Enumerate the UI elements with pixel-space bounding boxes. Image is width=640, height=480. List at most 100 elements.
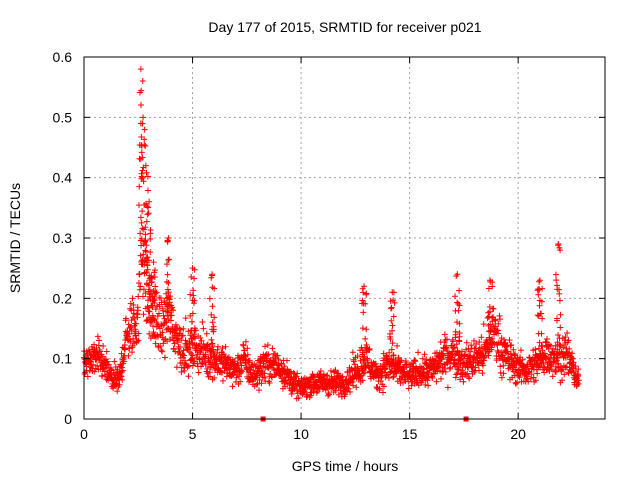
data-point: [383, 352, 390, 359]
data-point: [389, 374, 396, 381]
data-point: [556, 290, 563, 297]
data-point: [310, 373, 317, 380]
data-point: [452, 334, 459, 341]
y-tick-label: 0.5: [53, 109, 73, 125]
data-point: [540, 359, 547, 366]
data-point: [543, 339, 550, 346]
data-point: [135, 330, 142, 337]
y-tick-label: 0.6: [53, 49, 73, 65]
data-point: [145, 204, 152, 211]
data-point: [123, 315, 130, 322]
data-point: [137, 230, 144, 237]
data-point: [185, 328, 192, 335]
data-point: [91, 368, 98, 375]
data-point: [366, 345, 373, 352]
data-point: [190, 287, 197, 294]
data-point: [156, 303, 163, 310]
data-point: [456, 329, 463, 336]
data-point: [402, 357, 409, 364]
data-point: [151, 297, 158, 304]
data-point: [359, 377, 366, 384]
data-point: [158, 347, 165, 354]
data-point: [82, 369, 89, 376]
data-point: [493, 357, 500, 364]
data-point: [287, 368, 294, 375]
y-tick-label: 0.4: [53, 170, 73, 186]
data-point: [393, 370, 400, 377]
y-tick-label: 0: [64, 411, 72, 427]
data-point: [485, 352, 492, 359]
data-point: [136, 183, 143, 190]
data-point: [396, 363, 403, 370]
data-point: [240, 342, 247, 349]
data-point: [153, 289, 160, 296]
data-point: [84, 373, 91, 380]
data-point: [119, 356, 126, 363]
data-point: [317, 368, 324, 375]
data-point: [486, 304, 493, 311]
data-point: [182, 315, 189, 322]
data-point: [144, 187, 151, 194]
data-point: [353, 384, 360, 391]
data-point: [437, 360, 444, 367]
data-point: [441, 331, 448, 338]
data-point: [140, 114, 147, 121]
data-point: [506, 337, 513, 344]
data-point: [496, 316, 503, 323]
data-point: [127, 300, 134, 307]
data-point: [165, 280, 172, 287]
data-point: [281, 363, 288, 370]
data-point: [500, 362, 507, 369]
data-point: [338, 393, 345, 400]
data-point: [480, 362, 487, 369]
data-point: [185, 373, 192, 380]
data-point: [266, 380, 273, 387]
data-point: [138, 149, 145, 156]
data-point: [137, 252, 144, 259]
data-point: [144, 203, 151, 210]
data-point: [144, 173, 151, 180]
data-point: [535, 291, 542, 298]
data-point: [569, 355, 576, 362]
data-point: [152, 283, 159, 290]
data-point: [262, 343, 269, 350]
data-point: [350, 358, 357, 365]
data-point: [510, 346, 517, 353]
data-point: [188, 327, 195, 334]
data-point: [90, 361, 97, 368]
data-point: [557, 247, 564, 254]
data-point: [347, 388, 354, 395]
data-point: [555, 332, 562, 339]
data-point: [143, 169, 150, 176]
data-point: [536, 278, 543, 285]
data-point: [442, 336, 449, 343]
data-point: [92, 365, 99, 372]
data-point: [140, 286, 147, 293]
data-point: [190, 292, 197, 299]
data-point: [264, 352, 271, 359]
data-point: [452, 307, 459, 314]
data-point: [136, 155, 143, 162]
data-point: [553, 357, 560, 364]
data-point: [557, 324, 564, 331]
data-point: [481, 354, 488, 361]
data-point: [485, 322, 492, 329]
data-point: [566, 345, 573, 352]
data-point: [460, 378, 467, 385]
data-point: [307, 392, 314, 399]
data-point: [562, 333, 569, 340]
data-point: [150, 259, 157, 266]
data-point: [103, 348, 110, 355]
points-layer: [81, 66, 582, 402]
data-point: [133, 320, 140, 327]
data-point: [122, 346, 129, 353]
data-point: [482, 353, 489, 360]
data-point: [535, 286, 542, 293]
data-point: [466, 375, 473, 382]
data-point: [325, 390, 332, 397]
data-point: [495, 320, 502, 327]
data-point: [563, 363, 570, 370]
data-point: [99, 353, 106, 360]
data-point: [144, 297, 151, 304]
